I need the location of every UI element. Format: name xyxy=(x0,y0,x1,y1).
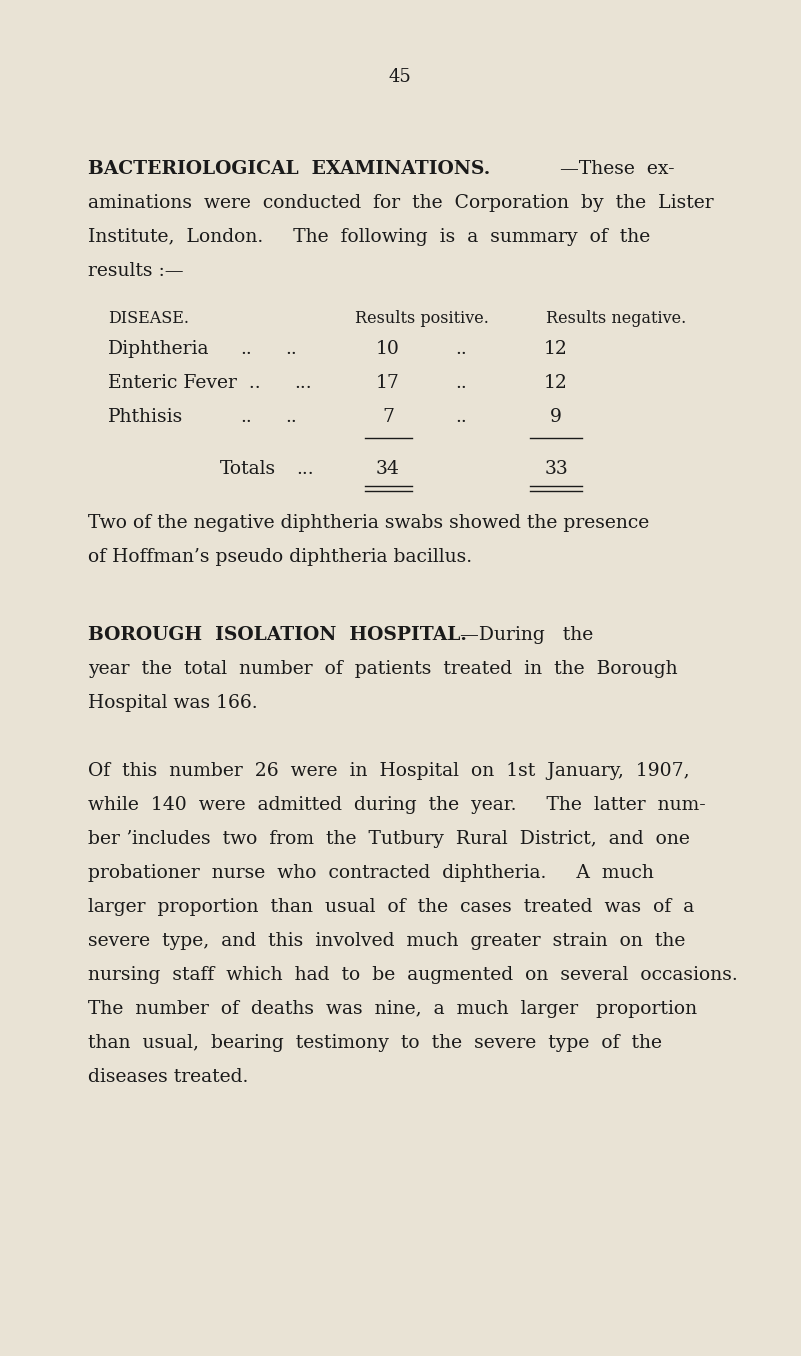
Text: severe  type,  and  this  involved  much  greater  strain  on  the: severe type, and this involved much grea… xyxy=(88,932,686,951)
Text: 10: 10 xyxy=(376,340,400,358)
Text: ..: .. xyxy=(455,374,467,392)
Text: BACTERIOLOGICAL  EXAMINATIONS.: BACTERIOLOGICAL EXAMINATIONS. xyxy=(88,160,490,178)
Text: —During   the: —During the xyxy=(460,626,594,644)
Text: ...: ... xyxy=(294,374,312,392)
Text: ..: .. xyxy=(285,340,296,358)
Text: 12: 12 xyxy=(544,374,568,392)
Text: ber ʼincludes  two  from  the  Tutbury  Rural  District,  and  one: ber ʼincludes two from the Tutbury Rural… xyxy=(88,830,690,848)
Text: DISEASE.: DISEASE. xyxy=(108,311,189,327)
Text: aminations  were  conducted  for  the  Corporation  by  the  Lister: aminations were conducted for the Corpor… xyxy=(88,194,714,212)
Text: Two of the negative diphtheria swabs showed the presence: Two of the negative diphtheria swabs sho… xyxy=(88,514,650,532)
Text: 17: 17 xyxy=(376,374,400,392)
Text: ..: .. xyxy=(240,408,252,426)
Text: 12: 12 xyxy=(544,340,568,358)
Text: Enteric Fever  ..: Enteric Fever .. xyxy=(108,374,260,392)
Text: —These  ex-: —These ex- xyxy=(560,160,674,178)
Text: Institute,  London.     The  following  is  a  summary  of  the: Institute, London. The following is a su… xyxy=(88,228,650,245)
Text: 7: 7 xyxy=(382,408,394,426)
Text: ...: ... xyxy=(296,460,314,479)
Text: 33: 33 xyxy=(544,460,568,479)
Text: ..: .. xyxy=(455,340,467,358)
Text: 9: 9 xyxy=(550,408,562,426)
Text: Of  this  number  26  were  in  Hospital  on  1st  January,  1907,: Of this number 26 were in Hospital on 1s… xyxy=(88,762,690,780)
Text: The  number  of  deaths  was  nine,  a  much  larger   proportion: The number of deaths was nine, a much la… xyxy=(88,999,697,1018)
Text: probationer  nurse  who  contracted  diphtheria.     A  much: probationer nurse who contracted diphthe… xyxy=(88,864,654,881)
Text: of Hoffman’s pseudo diphtheria bacillus.: of Hoffman’s pseudo diphtheria bacillus. xyxy=(88,548,472,565)
Text: year  the  total  number  of  patients  treated  in  the  Borough: year the total number of patients treate… xyxy=(88,660,678,678)
Text: while  140  were  admitted  during  the  year.     The  latter  num-: while 140 were admitted during the year.… xyxy=(88,796,706,814)
Text: than  usual,  bearing  testimony  to  the  severe  type  of  the: than usual, bearing testimony to the sev… xyxy=(88,1035,662,1052)
Text: Diphtheria: Diphtheria xyxy=(108,340,210,358)
Text: Phthisis: Phthisis xyxy=(108,408,183,426)
Text: 34: 34 xyxy=(376,460,400,479)
Text: diseases treated.: diseases treated. xyxy=(88,1069,248,1086)
Text: 45: 45 xyxy=(388,68,412,85)
Text: nursing  staff  which  had  to  be  augmented  on  several  occasions.: nursing staff which had to be augmented … xyxy=(88,965,738,984)
Text: BOROUGH  ISOLATION  HOSPITAL.: BOROUGH ISOLATION HOSPITAL. xyxy=(88,626,467,644)
Text: Totals: Totals xyxy=(220,460,276,479)
Text: results :—: results :— xyxy=(88,262,183,279)
Text: ..: .. xyxy=(285,408,296,426)
Text: Results negative.: Results negative. xyxy=(546,311,686,327)
Text: larger  proportion  than  usual  of  the  cases  treated  was  of  a: larger proportion than usual of the case… xyxy=(88,898,694,917)
Text: Hospital was 166.: Hospital was 166. xyxy=(88,694,258,712)
Text: Results positive.: Results positive. xyxy=(355,311,489,327)
Text: ..: .. xyxy=(455,408,467,426)
Text: ..: .. xyxy=(240,340,252,358)
